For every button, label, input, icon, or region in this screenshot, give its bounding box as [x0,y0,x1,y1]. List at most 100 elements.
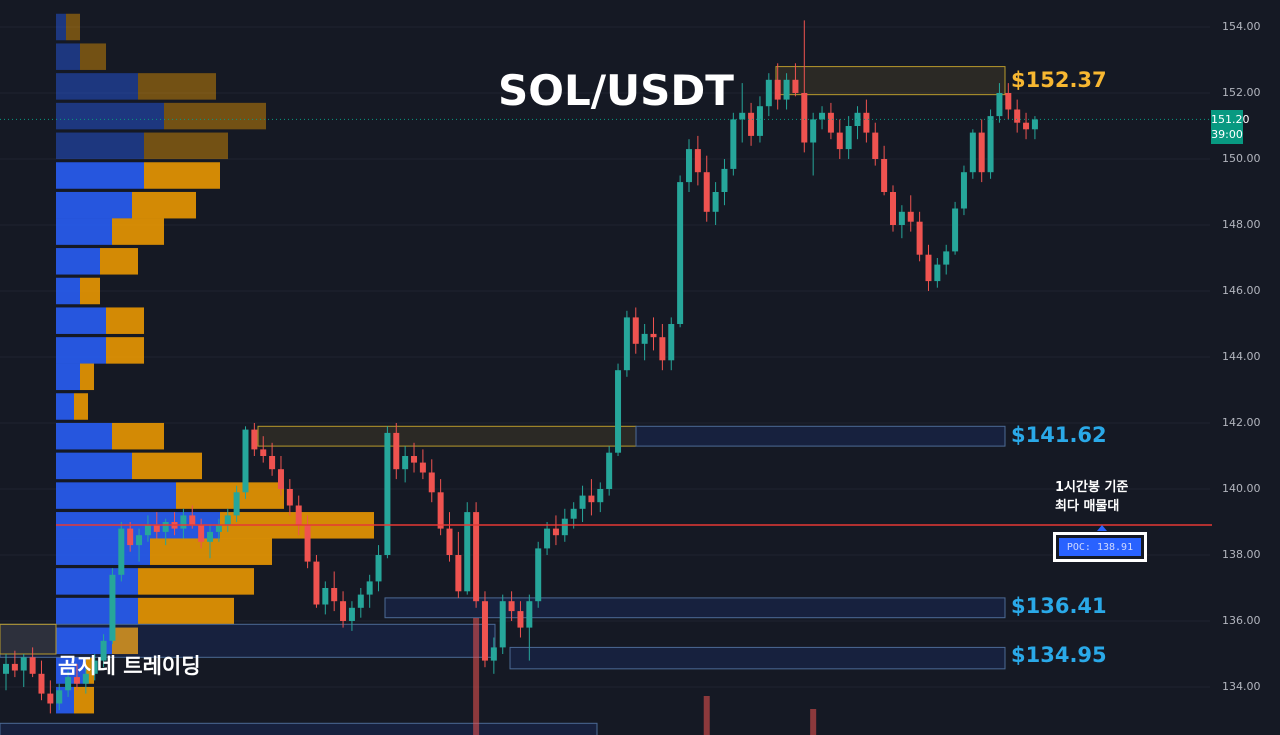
vp-buy-bar [56,482,176,509]
candle-body [419,462,426,473]
price-label-152: $152.37 [1011,67,1107,92]
candle-body [819,112,826,120]
candle-body [357,594,364,608]
candle-body [127,528,134,546]
candle-body [712,192,719,212]
candle-body [987,116,994,173]
candle-body [1023,122,1030,130]
candle-timer: 39:00 [1211,128,1243,141]
candle-body [118,528,125,575]
candle-body [38,673,45,694]
candle-body [375,555,382,582]
volume-bar [810,709,817,735]
vp-buy-bar [56,393,74,420]
price-zone [384,597,1006,619]
price-zone [0,623,57,655]
vp-sell-bar [106,307,144,334]
candle-body [136,535,143,546]
candle-body [703,172,710,212]
candle-body [260,449,267,456]
candle-body [739,112,746,120]
vp-sell-bar [144,132,228,160]
candle-body [934,264,941,282]
candle-body [907,211,914,222]
candle-body [109,574,116,641]
vp-sell-bar [106,337,144,364]
candle-body [82,673,89,684]
candle-body [91,660,98,674]
y-tick-label: 154.00 [1222,20,1261,33]
chart-title: SOL/USDT [498,66,734,115]
y-tick-label: 136.00 [1222,614,1261,627]
candle-body [180,515,187,529]
vp-sell-bar [74,686,94,714]
candle-body [792,79,799,93]
price-zone [257,425,637,447]
vp-buy-bar [56,102,164,130]
candle-body [437,492,444,529]
candle-body [207,531,214,542]
price-label-134: $134.95 [1011,642,1107,667]
candle-body [100,640,107,661]
candle-body [535,548,542,602]
candle-body [1031,119,1038,130]
candle-body [322,588,329,605]
volume-profile [56,13,374,714]
candle-body [233,492,240,516]
candle-body [11,663,18,671]
vp-sell-bar [80,277,100,305]
candle-body [969,132,976,173]
candle-body [836,132,843,150]
candle-body [29,657,36,674]
poc-annotation-line2: 최다 매물대 [1055,499,1120,514]
candle-body [668,324,675,361]
candle-body [331,588,338,602]
vp-buy-bar [56,132,144,160]
candle-body [517,611,524,628]
y-tick-label: 148.00 [1222,218,1261,231]
candle-body [384,432,391,555]
candle-body [730,119,737,169]
candle-body [56,690,63,704]
candle-body [251,429,258,450]
price-zone [509,646,1006,670]
poc-pointer-icon [1097,525,1107,531]
vp-buy-bar [56,248,100,275]
vp-sell-bar [138,597,234,625]
price-zone [775,66,1006,96]
vp-sell-bar [138,73,216,100]
vp-sell-bar [80,43,106,70]
candle-body [872,132,879,159]
vp-sell-bar [86,657,94,684]
vp-buy-bar [56,218,112,245]
candle-body [1005,93,1012,110]
reference-lines [0,118,1212,531]
vp-sell-bar [176,482,284,509]
vp-sell-bar [144,162,220,189]
vp-sell-bar [100,248,138,275]
candle-body [827,112,834,133]
price-label-141: $141.62 [1011,422,1107,447]
candle-body [428,472,435,493]
price-zones [0,66,1006,735]
candle-body [677,182,684,324]
candle-body [162,522,169,532]
vp-sell-bar [112,627,138,655]
candle-body [455,555,462,592]
candle-body [481,601,488,661]
y-tick-label: 152.00 [1222,86,1261,99]
vp-buy-bar [56,337,106,364]
candle-body [898,211,905,225]
candle-body [304,525,311,562]
candle-body [20,657,27,671]
candle-body [73,677,80,684]
candle-body [242,429,249,493]
y-tick-label: 144.00 [1222,350,1261,363]
vp-buy-bar [56,277,80,305]
candle-body [721,168,728,192]
vp-buy-bar [56,73,138,100]
current-price-value: 151.20 [1211,113,1250,126]
candle-body [890,192,896,225]
candle-body [650,333,657,338]
